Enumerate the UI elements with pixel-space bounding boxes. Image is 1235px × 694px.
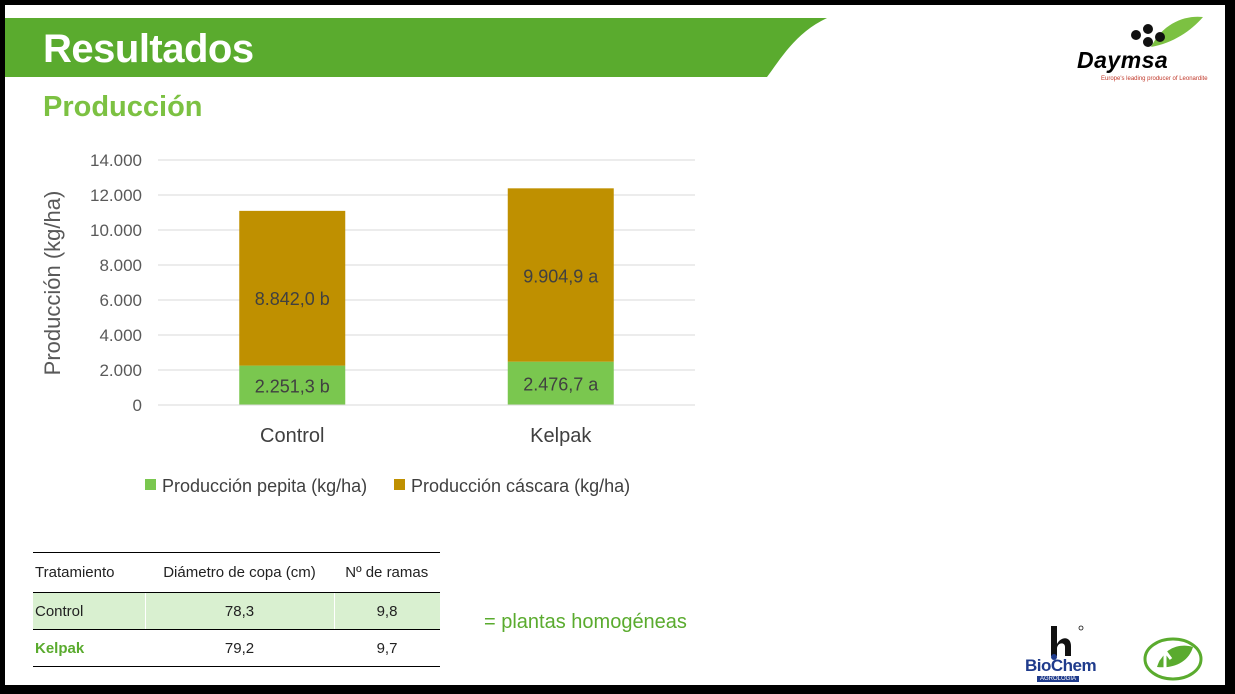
daymsa-logo: Daymsa Europe's leading producer of Leon… xyxy=(1073,13,1225,93)
data-label: 2.251,3 b xyxy=(255,376,330,396)
bar-segment xyxy=(507,188,614,362)
y-tick-label: 14.000 xyxy=(90,151,142,170)
green-leaf-arrow-icon xyxy=(1143,637,1203,681)
table-cell: Control xyxy=(33,592,145,630)
table-header-cell: Diámetro de copa (cm) xyxy=(145,552,334,593)
table-cell: 9,7 xyxy=(334,629,440,667)
table-cell: Kelpak xyxy=(33,629,145,667)
section-subtitle: Producción xyxy=(43,91,203,123)
data-label: 8.842,0 b xyxy=(255,289,330,309)
table-cell: 78,3 xyxy=(144,592,335,630)
production-chart: 0 2.000 4.000 6.000 8.000 10.000 12.000 14.000 P… xyxy=(40,151,695,496)
biochem-subtitle: AGROLOGIA xyxy=(1037,676,1080,682)
y-tick-label: 2.000 xyxy=(99,361,142,380)
data-label: 2.476,7 a xyxy=(523,374,599,394)
y-axis-label: Producción (kg/ha) xyxy=(40,191,65,376)
daymsa-leaf-icon xyxy=(1131,16,1203,47)
page-title: Resultados xyxy=(43,27,254,71)
bar-segment xyxy=(239,365,346,405)
legend-label: Producción cáscara (kg/ha) xyxy=(411,476,630,496)
x-tick-label: Kelpak xyxy=(530,425,592,447)
legend-swatch xyxy=(145,479,156,490)
slide: Resultados Producción Daymsa Europe's le… xyxy=(5,5,1225,685)
y-tick-label: 6.000 xyxy=(99,291,142,310)
biochem-logo: BioChem AGROLOGIA xyxy=(1025,622,1105,685)
homogeneous-plants-note: = plantas homogéneas xyxy=(484,611,687,633)
bar-segment xyxy=(507,361,614,405)
daymsa-wordmark: Daymsa xyxy=(1077,47,1169,73)
data-label: 9.904,9 a xyxy=(523,266,599,286)
header-banner xyxy=(5,18,827,77)
legend-label: Producción pepita (kg/ha) xyxy=(162,476,367,496)
legend-swatch xyxy=(394,479,405,490)
y-tick-label: 10.000 xyxy=(90,221,142,240)
x-tick-label: Control xyxy=(260,425,324,447)
tree-parameters-table: Tratamiento Diámetro de copa (cm) Nº de … xyxy=(33,552,440,667)
y-tick-label: 8.000 xyxy=(99,256,142,275)
daymsa-tagline: Europe's leading producer of Leonardite xyxy=(1101,76,1208,82)
y-tick-label: 0 xyxy=(133,396,142,415)
table-header-row: Tratamiento Diámetro de copa (cm) Nº de … xyxy=(33,552,440,593)
table-cell: 9,8 xyxy=(334,592,440,630)
y-tick-label: 12.000 xyxy=(90,186,142,205)
table-row: Control 78,3 9,8 xyxy=(33,592,440,630)
y-tick-label: 4.000 xyxy=(99,326,142,345)
bar-segment xyxy=(239,210,346,366)
biochem-mark-icon xyxy=(1051,625,1084,660)
biochem-wordmark: BioChem xyxy=(1025,656,1097,675)
table-row: Kelpak 79,2 9,7 xyxy=(33,629,440,667)
table-header-cell: Nº de ramas xyxy=(334,552,440,593)
table-cell: 79,2 xyxy=(144,629,335,667)
table-header-cell: Tratamiento xyxy=(33,552,145,593)
